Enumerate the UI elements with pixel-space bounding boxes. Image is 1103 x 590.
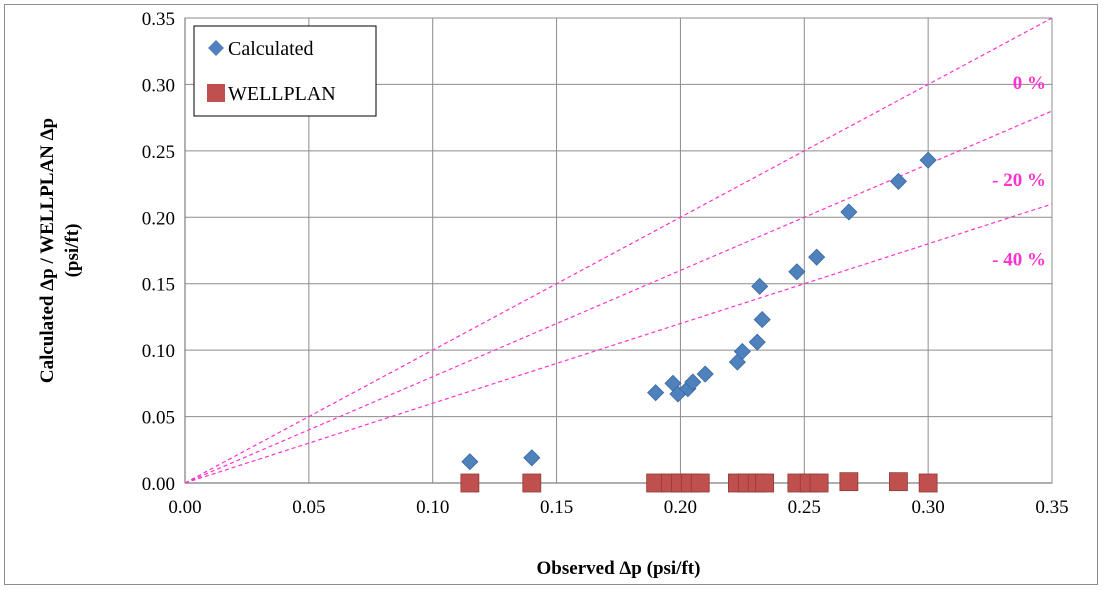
x-tick-label-2: 0.10: [416, 497, 449, 518]
calculated-point-9: [733, 342, 751, 361]
x-tick-label-0: 0.00: [168, 497, 201, 518]
y-tick-label-1: 0.05: [142, 408, 175, 429]
y-tick-label-6: 0.30: [142, 75, 175, 96]
wellplan-point-15: [889, 472, 908, 492]
data-points: [460, 151, 938, 493]
y-tick-label-2: 0.10: [142, 341, 175, 362]
reference-line-0: [184, 17, 1053, 484]
y-tick-label-4: 0.20: [142, 208, 175, 229]
calculated-point-15: [840, 203, 858, 221]
wellplan-point-0: [460, 473, 480, 493]
calculated-point-16: [889, 172, 907, 190]
reference-lines: [184, 17, 1053, 484]
x-tick-label-1: 0.05: [292, 497, 325, 518]
wellplan-point-13: [809, 473, 829, 493]
calculated-point-10: [748, 333, 766, 351]
tick-labels: 0.00 0.05 0.10 0.15 0.20 0.25 0.30 0.35 0.00 0.05…: [142, 9, 1069, 518]
chart-frame: [4, 4, 1098, 585]
x-tick-label-7: 0.35: [1035, 497, 1068, 518]
calculated-point-11: [751, 277, 769, 295]
legend-marker-calculated: [208, 40, 224, 56]
x-tick-label-3: 0.15: [540, 497, 573, 518]
reference-line-1: [184, 110, 1053, 484]
wellplan-point-6: [690, 473, 710, 493]
y-tick-label-5: 0.25: [142, 142, 175, 163]
reference-line-2: [184, 203, 1053, 484]
calculated-point-14: [808, 248, 826, 266]
y-tick-label-0: 0.00: [142, 474, 175, 495]
y-tick-label-7: 0.35: [142, 9, 175, 30]
y-tick-label-3: 0.15: [142, 275, 175, 296]
x-tick-label-4: 0.20: [664, 497, 697, 518]
x-tick-label-6: 0.30: [912, 497, 945, 518]
calculated-point-17: [919, 151, 937, 169]
reference-line-labels: 0 % - 20 % - 40 %: [992, 73, 1046, 271]
legend-label-wellplan: WELLPLAN: [228, 83, 336, 105]
wellplan-point-14: [839, 472, 859, 492]
y-axis-title-line1: Calculated Δp / WELLPLAN Δp: [37, 118, 58, 383]
calculated-point-2: [647, 384, 665, 402]
reference-line-label-2: - 40 %: [992, 249, 1046, 270]
calculated-point-7: [696, 365, 714, 383]
reference-line-label-0: 0 %: [1013, 73, 1046, 94]
x-tick-label-5: 0.25: [788, 497, 821, 518]
wellplan-point-1: [522, 473, 542, 493]
calculated-point-12: [753, 311, 771, 329]
x-axis-title: Observed Δp (psi/ft): [537, 558, 701, 579]
calculated-point-6: [684, 373, 702, 391]
wellplan-point-16: [918, 473, 938, 493]
calculated-point-0: [461, 453, 479, 471]
legend-label-calculated: Calculated: [228, 38, 314, 60]
calculated-point-13: [788, 263, 806, 281]
legend-marker-wellplan: [207, 84, 225, 102]
calculated-point-1: [523, 449, 541, 467]
y-axis-title-line2: (psi/ft): [62, 224, 83, 278]
reference-line-label-1: - 20 %: [992, 170, 1046, 191]
wellplan-point-10: [755, 473, 775, 493]
legend: Calculated WELLPLAN: [193, 25, 377, 117]
